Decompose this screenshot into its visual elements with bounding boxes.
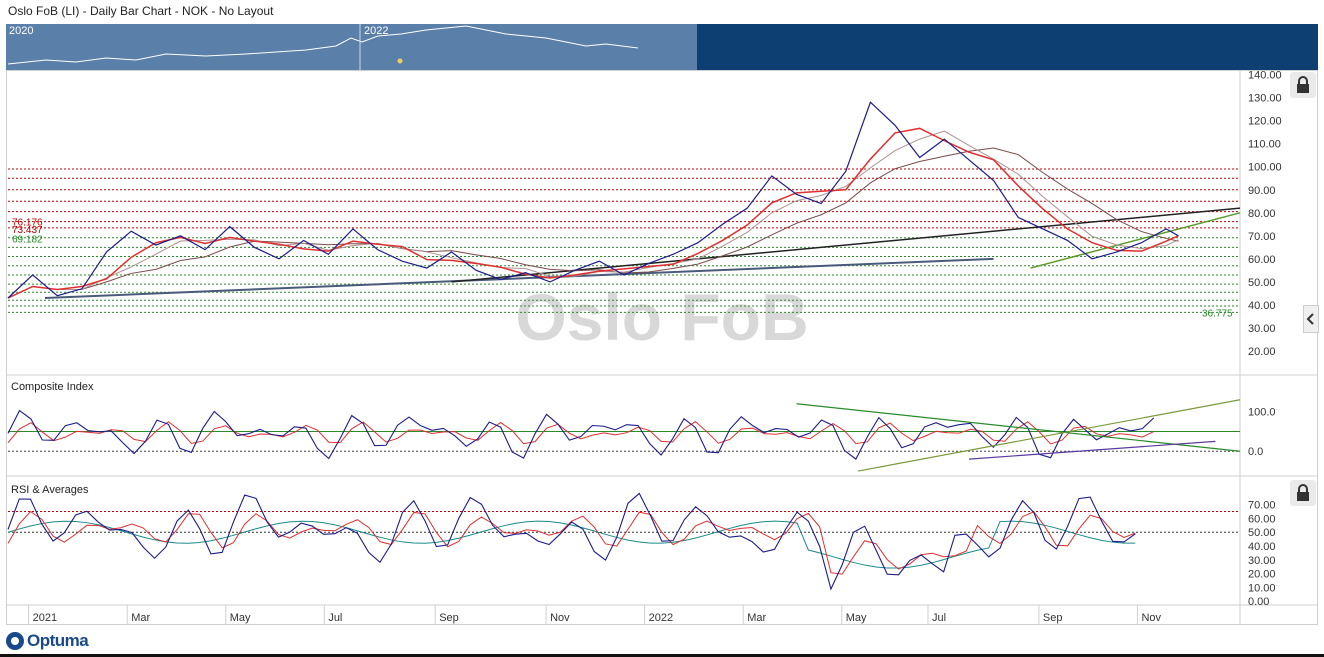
lock-icon (1297, 76, 1309, 93)
lock-icon (1297, 484, 1309, 501)
price-axis-tick: 100.00 (1248, 162, 1282, 174)
x-axis-tick: Jul (328, 612, 342, 624)
price-axis-tick: 40.00 (1248, 300, 1276, 312)
composite-index-pane: 100.0 0.0 (7, 399, 1276, 472)
x-axis-tick: May (230, 612, 251, 624)
trendline-support (44, 257, 994, 299)
price-axis-tick: 90.00 (1248, 185, 1276, 197)
rsi-axis-tick: 10.00 (1248, 582, 1276, 594)
expand-panel-button[interactable] (1303, 305, 1319, 333)
x-axis-tick: 2022 (649, 612, 673, 624)
level-label: 69.182 (12, 235, 43, 246)
ci-trendline (857, 399, 1241, 472)
level-label: 76.176 (12, 218, 43, 229)
x-axis-tick: Jul (932, 612, 946, 624)
x-axis: 2021 Mar May Jul Sep Nov 2022 Mar May Jul Sep Nov (28, 605, 1162, 625)
chevron-left-icon (1306, 313, 1314, 325)
price-axis-tick: 140.00 (1248, 70, 1282, 82)
ci-trendline (796, 403, 1241, 452)
rsi-axis-tick: 70.00 (1248, 500, 1276, 512)
ci-axis-tick: 100.0 (1248, 407, 1276, 419)
ci-trendline (968, 440, 1216, 460)
chart-title: Oslo FoB (LI) - Daily Bar Chart - NOK - … (8, 4, 274, 18)
rsi-axis-tick: 60.00 (1248, 513, 1276, 525)
moving-average-short (7, 127, 1179, 299)
rsi-axis-tick: 20.00 (1248, 569, 1276, 581)
navigator-year-2022: 2022 (364, 25, 389, 37)
lock-button-price[interactable] (1290, 72, 1316, 98)
x-axis-tick: Nov (1141, 612, 1161, 624)
x-axis-tick: Nov (550, 612, 570, 624)
x-axis-tick: Sep (439, 612, 459, 624)
trendline-resistance (451, 207, 1241, 283)
price-axis-tick: 50.00 (1248, 277, 1276, 289)
x-axis-tick: Mar (747, 612, 766, 624)
trendline-green (1030, 212, 1241, 269)
navigator-year-2020: 2020 (9, 25, 34, 37)
rsi-axis-tick: 40.00 (1248, 541, 1276, 553)
moving-average-long (7, 147, 1179, 299)
rsi-slow-average (7, 520, 1136, 569)
rsi-axis-tick: 0.00 (1248, 596, 1269, 608)
x-axis-tick: 2021 (33, 612, 57, 624)
pane-title-composite-index: Composite Index (11, 381, 94, 393)
navigator-window[interactable] (6, 24, 697, 70)
level-label: 73.437 (12, 225, 43, 236)
rsi-series-line (7, 492, 1136, 591)
level-label: 36.775 (1202, 308, 1233, 319)
optuma-logo-text: Optuma (27, 631, 89, 650)
optuma-logo: Optuma (6, 630, 89, 652)
optuma-logo-mark (6, 632, 24, 650)
x-axis-tick: Mar (131, 612, 150, 624)
ci-axis-tick: 0.0 (1248, 446, 1263, 458)
ci-average-line (7, 421, 1154, 445)
price-axis-tick: 130.00 (1248, 93, 1282, 105)
bottom-border (0, 654, 1324, 657)
price-axis-tick: 70.00 (1248, 231, 1276, 243)
ci-series-line (7, 409, 1155, 460)
price-axis-tick: 120.00 (1248, 116, 1282, 128)
rsi-axis-tick: 30.00 (1248, 555, 1276, 567)
pane-title-rsi: RSI & Averages (11, 484, 89, 496)
price-series-line (7, 101, 1179, 299)
rsi-average-line (7, 510, 1136, 575)
price-axis-tick: 80.00 (1248, 208, 1276, 220)
lock-button-rsi[interactable] (1290, 480, 1316, 506)
watermark-text: Oslo FoB (515, 280, 808, 354)
x-axis-tick: May (846, 612, 867, 624)
moving-average-mid (7, 130, 1179, 299)
rsi-axis-tick: 50.00 (1248, 527, 1276, 539)
price-axis-tick: 110.00 (1248, 139, 1281, 151)
price-axis-tick: 30.00 (1248, 323, 1276, 335)
navigator-sparkline (7, 24, 639, 70)
navigator-bar[interactable]: 2020 2022 (6, 24, 1318, 70)
price-axis-tick: 20.00 (1248, 346, 1276, 358)
x-axis-tick: Sep (1043, 612, 1063, 624)
price-axis-tick: 60.00 (1248, 254, 1276, 266)
